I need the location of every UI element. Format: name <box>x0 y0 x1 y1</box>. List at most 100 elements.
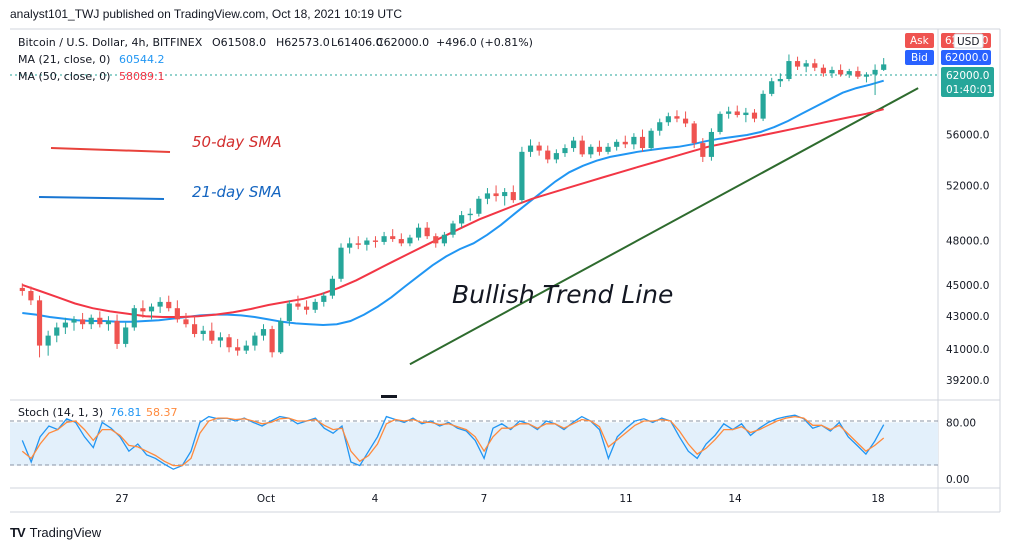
candle-body[interactable] <box>226 337 232 348</box>
candle-body[interactable] <box>19 287 25 292</box>
candle-body[interactable] <box>760 93 766 119</box>
candle-body[interactable] <box>407 237 413 244</box>
candle-body[interactable] <box>476 198 482 214</box>
candle-body[interactable] <box>355 243 361 245</box>
candle-body[interactable] <box>665 116 671 123</box>
candle-body[interactable] <box>71 319 77 323</box>
candle-body[interactable] <box>553 153 559 160</box>
candle-body[interactable] <box>855 71 861 77</box>
candle-body[interactable] <box>433 236 439 244</box>
candle-body[interactable] <box>657 122 663 131</box>
candle-body[interactable] <box>872 69 878 75</box>
candle-body[interactable] <box>157 301 163 307</box>
candle-body[interactable] <box>114 320 120 344</box>
candle-body[interactable] <box>105 320 112 325</box>
candle-body[interactable] <box>36 300 43 346</box>
candle-body[interactable] <box>596 146 603 152</box>
candle-body[interactable] <box>571 140 577 149</box>
candle-body[interactable] <box>235 347 241 351</box>
candle-body[interactable] <box>286 303 292 321</box>
candle-body[interactable] <box>829 69 835 74</box>
candle-body[interactable] <box>536 145 542 151</box>
candle-body[interactable] <box>217 337 224 341</box>
candle-body[interactable] <box>820 67 826 74</box>
candle-body[interactable] <box>381 236 387 242</box>
candle-body[interactable] <box>700 143 706 157</box>
candle-body[interactable] <box>777 78 783 82</box>
tradingview-brand[interactable]: TV TradingView <box>10 525 101 540</box>
candle-body[interactable] <box>682 118 689 124</box>
candle-body[interactable] <box>743 112 749 116</box>
candle-body[interactable] <box>131 308 137 328</box>
candle-body[interactable] <box>321 295 327 302</box>
candle-body[interactable] <box>708 131 714 157</box>
candle-body[interactable] <box>726 111 732 114</box>
candle-body[interactable] <box>80 319 86 325</box>
currency-label[interactable]: USD <box>957 36 979 48</box>
candle-body[interactable] <box>28 291 34 301</box>
candle-body[interactable] <box>562 148 568 154</box>
candle-body[interactable] <box>123 327 129 344</box>
candle-body[interactable] <box>734 111 740 116</box>
candle-body[interactable] <box>459 215 465 224</box>
candle-body[interactable] <box>846 71 852 75</box>
candle-body[interactable] <box>243 345 249 351</box>
candle-body[interactable] <box>303 306 310 310</box>
candle-body[interactable] <box>252 335 258 346</box>
candle-body[interactable] <box>260 329 267 336</box>
candle-body[interactable] <box>794 61 801 67</box>
candle-body[interactable] <box>329 278 335 296</box>
candle-body[interactable] <box>803 63 809 67</box>
candle-body[interactable] <box>769 81 775 94</box>
candle-body[interactable] <box>510 192 516 201</box>
candle-body[interactable] <box>502 192 508 197</box>
candle-body[interactable] <box>372 240 379 242</box>
candle-body[interactable] <box>519 151 525 201</box>
candle-body[interactable] <box>691 123 697 144</box>
candle-body[interactable] <box>545 150 551 160</box>
candle-body[interactable] <box>398 239 404 244</box>
candle-body[interactable] <box>579 140 585 155</box>
candle-body[interactable] <box>450 223 456 235</box>
candle-body[interactable] <box>192 324 198 334</box>
candle-body[interactable] <box>812 63 818 68</box>
candle-body[interactable] <box>97 317 103 325</box>
candle-body[interactable] <box>441 234 447 244</box>
candle-body[interactable] <box>166 301 172 309</box>
candle-body[interactable] <box>54 327 60 336</box>
candle-body[interactable] <box>278 320 284 353</box>
candle-body[interactable] <box>148 306 155 312</box>
candle-body[interactable] <box>347 243 353 248</box>
candle-body[interactable] <box>838 69 844 75</box>
candle-body[interactable] <box>786 61 792 79</box>
candle-body[interactable] <box>295 303 301 307</box>
candle-body[interactable] <box>88 317 94 325</box>
candle-body[interactable] <box>631 136 637 145</box>
candle-body[interactable] <box>751 112 758 119</box>
candle-body[interactable] <box>493 193 499 197</box>
candle-body[interactable] <box>338 247 344 279</box>
candle-body[interactable] <box>622 141 628 145</box>
candle-body[interactable] <box>614 141 620 147</box>
candle-body[interactable] <box>881 64 887 70</box>
candle-body[interactable] <box>424 227 430 237</box>
candle-body[interactable] <box>174 308 180 320</box>
candle-body[interactable] <box>364 240 370 245</box>
candle-body[interactable] <box>605 146 611 152</box>
candle-body[interactable] <box>62 322 68 328</box>
candle-body[interactable] <box>209 330 215 341</box>
candle-body[interactable] <box>269 329 275 353</box>
candle-body[interactable] <box>200 330 206 334</box>
candle-body[interactable] <box>588 146 594 155</box>
candle-body[interactable] <box>183 319 189 325</box>
candle-body[interactable] <box>527 145 534 152</box>
candle-body[interactable] <box>390 236 396 240</box>
candle-body[interactable] <box>312 301 318 310</box>
candle-body[interactable] <box>140 308 146 312</box>
candle-body[interactable] <box>648 130 654 149</box>
candle-body[interactable] <box>717 113 723 132</box>
candle-body[interactable] <box>415 227 422 238</box>
candle-body[interactable] <box>639 136 646 149</box>
candle-body[interactable] <box>674 116 680 119</box>
